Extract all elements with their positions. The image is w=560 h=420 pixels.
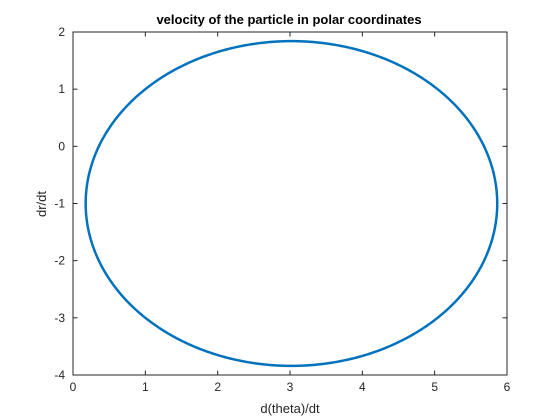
y-tick-label: 2 — [58, 25, 65, 39]
y-tick-label: 0 — [58, 139, 65, 153]
y-axis-label: dr/dt — [34, 191, 49, 217]
x-tick-label: 2 — [214, 380, 221, 394]
y-tick-label: -3 — [54, 311, 65, 325]
x-tick-label: 3 — [287, 380, 294, 394]
axes-box — [72, 31, 508, 376]
x-tick-label: 4 — [359, 380, 366, 394]
series-line — [84, 39, 499, 368]
y-tick-label: -2 — [54, 254, 65, 268]
y-tick-label: -4 — [54, 368, 65, 382]
x-axis: 0 1 2 3 4 5 6 — [70, 32, 511, 394]
x-axis-label: d(theta)/dt — [260, 401, 320, 416]
x-tick-label: 1 — [142, 380, 149, 394]
x-tick-label: 6 — [504, 380, 511, 394]
y-tick-label: 1 — [58, 82, 65, 96]
x-tick-label: 5 — [431, 380, 438, 394]
series-layer — [84, 39, 499, 368]
chart-title: velocity of the particle in polar coordi… — [156, 12, 421, 27]
y-tick-label: -1 — [54, 197, 65, 211]
y-axis: -4 -3 -2 -1 0 1 2 — [54, 25, 507, 382]
x-tick-label: 0 — [70, 380, 77, 394]
